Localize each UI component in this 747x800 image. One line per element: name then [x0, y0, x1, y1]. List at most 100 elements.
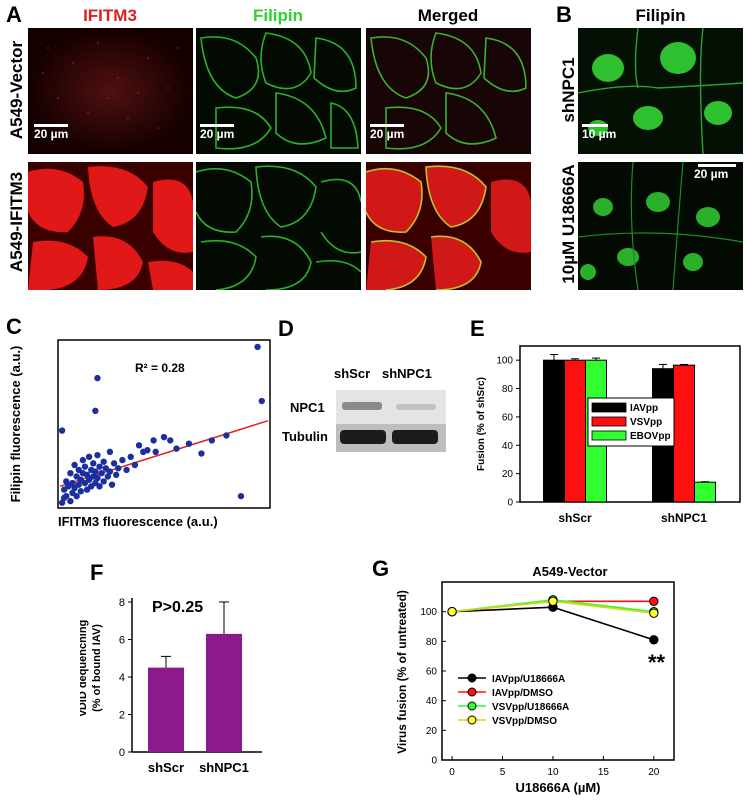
y-axis-label: Filipin fluorescence (a.u.) [8, 346, 23, 503]
scatter-point [144, 447, 151, 454]
data-point [649, 635, 659, 645]
legend-label: VSVpp/DMSO [492, 716, 557, 727]
x-tick-label: shNPC1 [661, 511, 707, 525]
scale-bar-merged: 20 µm [370, 124, 404, 141]
legend: IAVpp VSVpp EBOVpp [587, 397, 675, 447]
x-tick-label: 5 [500, 767, 506, 778]
y-tick-label: 40 [426, 696, 438, 707]
y-axis-label-2: (% of bound IAV) [91, 624, 103, 712]
scatter-point [58, 427, 66, 434]
scale-label: 10 µm [582, 127, 617, 141]
col-title-merged: Merged [417, 6, 479, 25]
y-tick-label: 4 [119, 672, 125, 684]
data-point [447, 606, 457, 617]
y-tick-label: 20 [502, 469, 514, 480]
scatter-point [208, 437, 216, 444]
y-axis: 0 20 40 60 80 100 [496, 356, 520, 509]
data-point [649, 596, 659, 606]
scatter-point [106, 448, 114, 456]
legend-marker [467, 673, 477, 683]
scatter-point [94, 474, 101, 482]
scatter-point [110, 460, 118, 467]
scatter-point [71, 461, 78, 469]
scatter-point [254, 343, 261, 351]
scatter-point [79, 456, 87, 464]
scatter-point [96, 483, 103, 490]
scatter-point [77, 488, 85, 495]
micrograph-ifitm3-ifitm3 [28, 162, 193, 290]
scatter-point [85, 453, 93, 460]
scatter-point [92, 407, 99, 415]
scatter-point [73, 492, 80, 500]
scatter-point [135, 442, 143, 449]
row-label-ifitm3: A549-IFITM3 [7, 171, 26, 273]
scale-bar-filipin: 20 µm [200, 124, 234, 141]
micrograph-vector-merged [366, 28, 531, 154]
scatter-point [160, 433, 168, 441]
series-lines [447, 595, 659, 645]
scatter-point [223, 432, 230, 439]
scatter-point [100, 478, 107, 485]
scatter-point [83, 471, 91, 479]
legend-swatch [591, 416, 627, 427]
micrograph-ifitm3-merged [366, 162, 531, 290]
x-tick-label: shScr [558, 511, 592, 525]
band-npc1-shscr [342, 402, 382, 410]
y-tick-label: 80 [502, 384, 514, 395]
scale-label: 20 µm [370, 127, 405, 141]
x-axis-label: U18666A (µM) [515, 780, 600, 795]
r-squared-label: R² = 0.28 [135, 361, 185, 375]
scatter-point [92, 468, 99, 475]
scatter-point [98, 470, 105, 477]
scatter-point [58, 499, 66, 506]
legend-marker [467, 701, 477, 711]
scatter-point [152, 448, 159, 456]
scatter-points [58, 343, 265, 506]
legend-label: IAVpp/U18666A [492, 674, 565, 685]
x-tick-label: 10 [547, 767, 559, 778]
band-label-npc1: NPC1 [290, 400, 325, 415]
micrograph-shnpc1-filipin [578, 28, 743, 154]
scatter-point [123, 466, 130, 474]
scatter-point [198, 450, 205, 457]
y-tick-label: 0 [431, 756, 437, 767]
panel-label-d: D [278, 316, 294, 341]
scatter-point [63, 492, 70, 500]
scatter-point [127, 453, 134, 460]
micrograph-vector-filipin [196, 28, 361, 154]
scatter-point [63, 478, 70, 485]
row-label-u18666a: 10µM U18666A [559, 164, 578, 284]
legend-label: IAVpp [630, 403, 658, 414]
x-tick-label: shScr [148, 760, 184, 775]
y-tick-label: 100 [496, 356, 513, 367]
y-axis-label: Virus fusion (% of untreated) [395, 590, 409, 754]
scatter-point [112, 471, 120, 479]
scatter-point [115, 465, 122, 472]
p-value-label: P>0.25 [152, 599, 203, 616]
scatter-point [104, 473, 112, 480]
band-label-tubulin: Tubulin [282, 429, 328, 444]
scatter-point [81, 463, 89, 470]
blot-strip-npc1 [336, 390, 446, 424]
y-tick-label: 60 [426, 667, 438, 678]
legend-label: IAVpp/DMSO [492, 688, 553, 699]
y-tick-label: 8 [119, 597, 125, 609]
micrograph-ifitm3-filipin [196, 162, 361, 290]
y-tick-label: 40 [502, 441, 514, 452]
scatter-point [75, 481, 82, 488]
scale-bar-u18666a: 20 µm [694, 164, 736, 181]
legend-label: EBOVpp [630, 431, 671, 442]
x-tick-label: 15 [598, 767, 610, 778]
row-label-shnpc1: shNPC1 [559, 57, 578, 123]
lane-label-shscr: shScr [334, 366, 371, 381]
panel-label-e: E [470, 316, 485, 341]
chart-title: A549-Vector [532, 564, 607, 579]
band-npc1-shnpc1 [396, 404, 436, 410]
panel-label-b: B [556, 2, 572, 27]
y-tick-label: 0 [119, 747, 125, 759]
scatter-point [150, 437, 157, 444]
x-tick-label: 0 [449, 767, 455, 778]
y-tick-label: 80 [426, 637, 438, 648]
bar-ebovpp [694, 481, 716, 503]
legend-swatch [591, 402, 627, 413]
